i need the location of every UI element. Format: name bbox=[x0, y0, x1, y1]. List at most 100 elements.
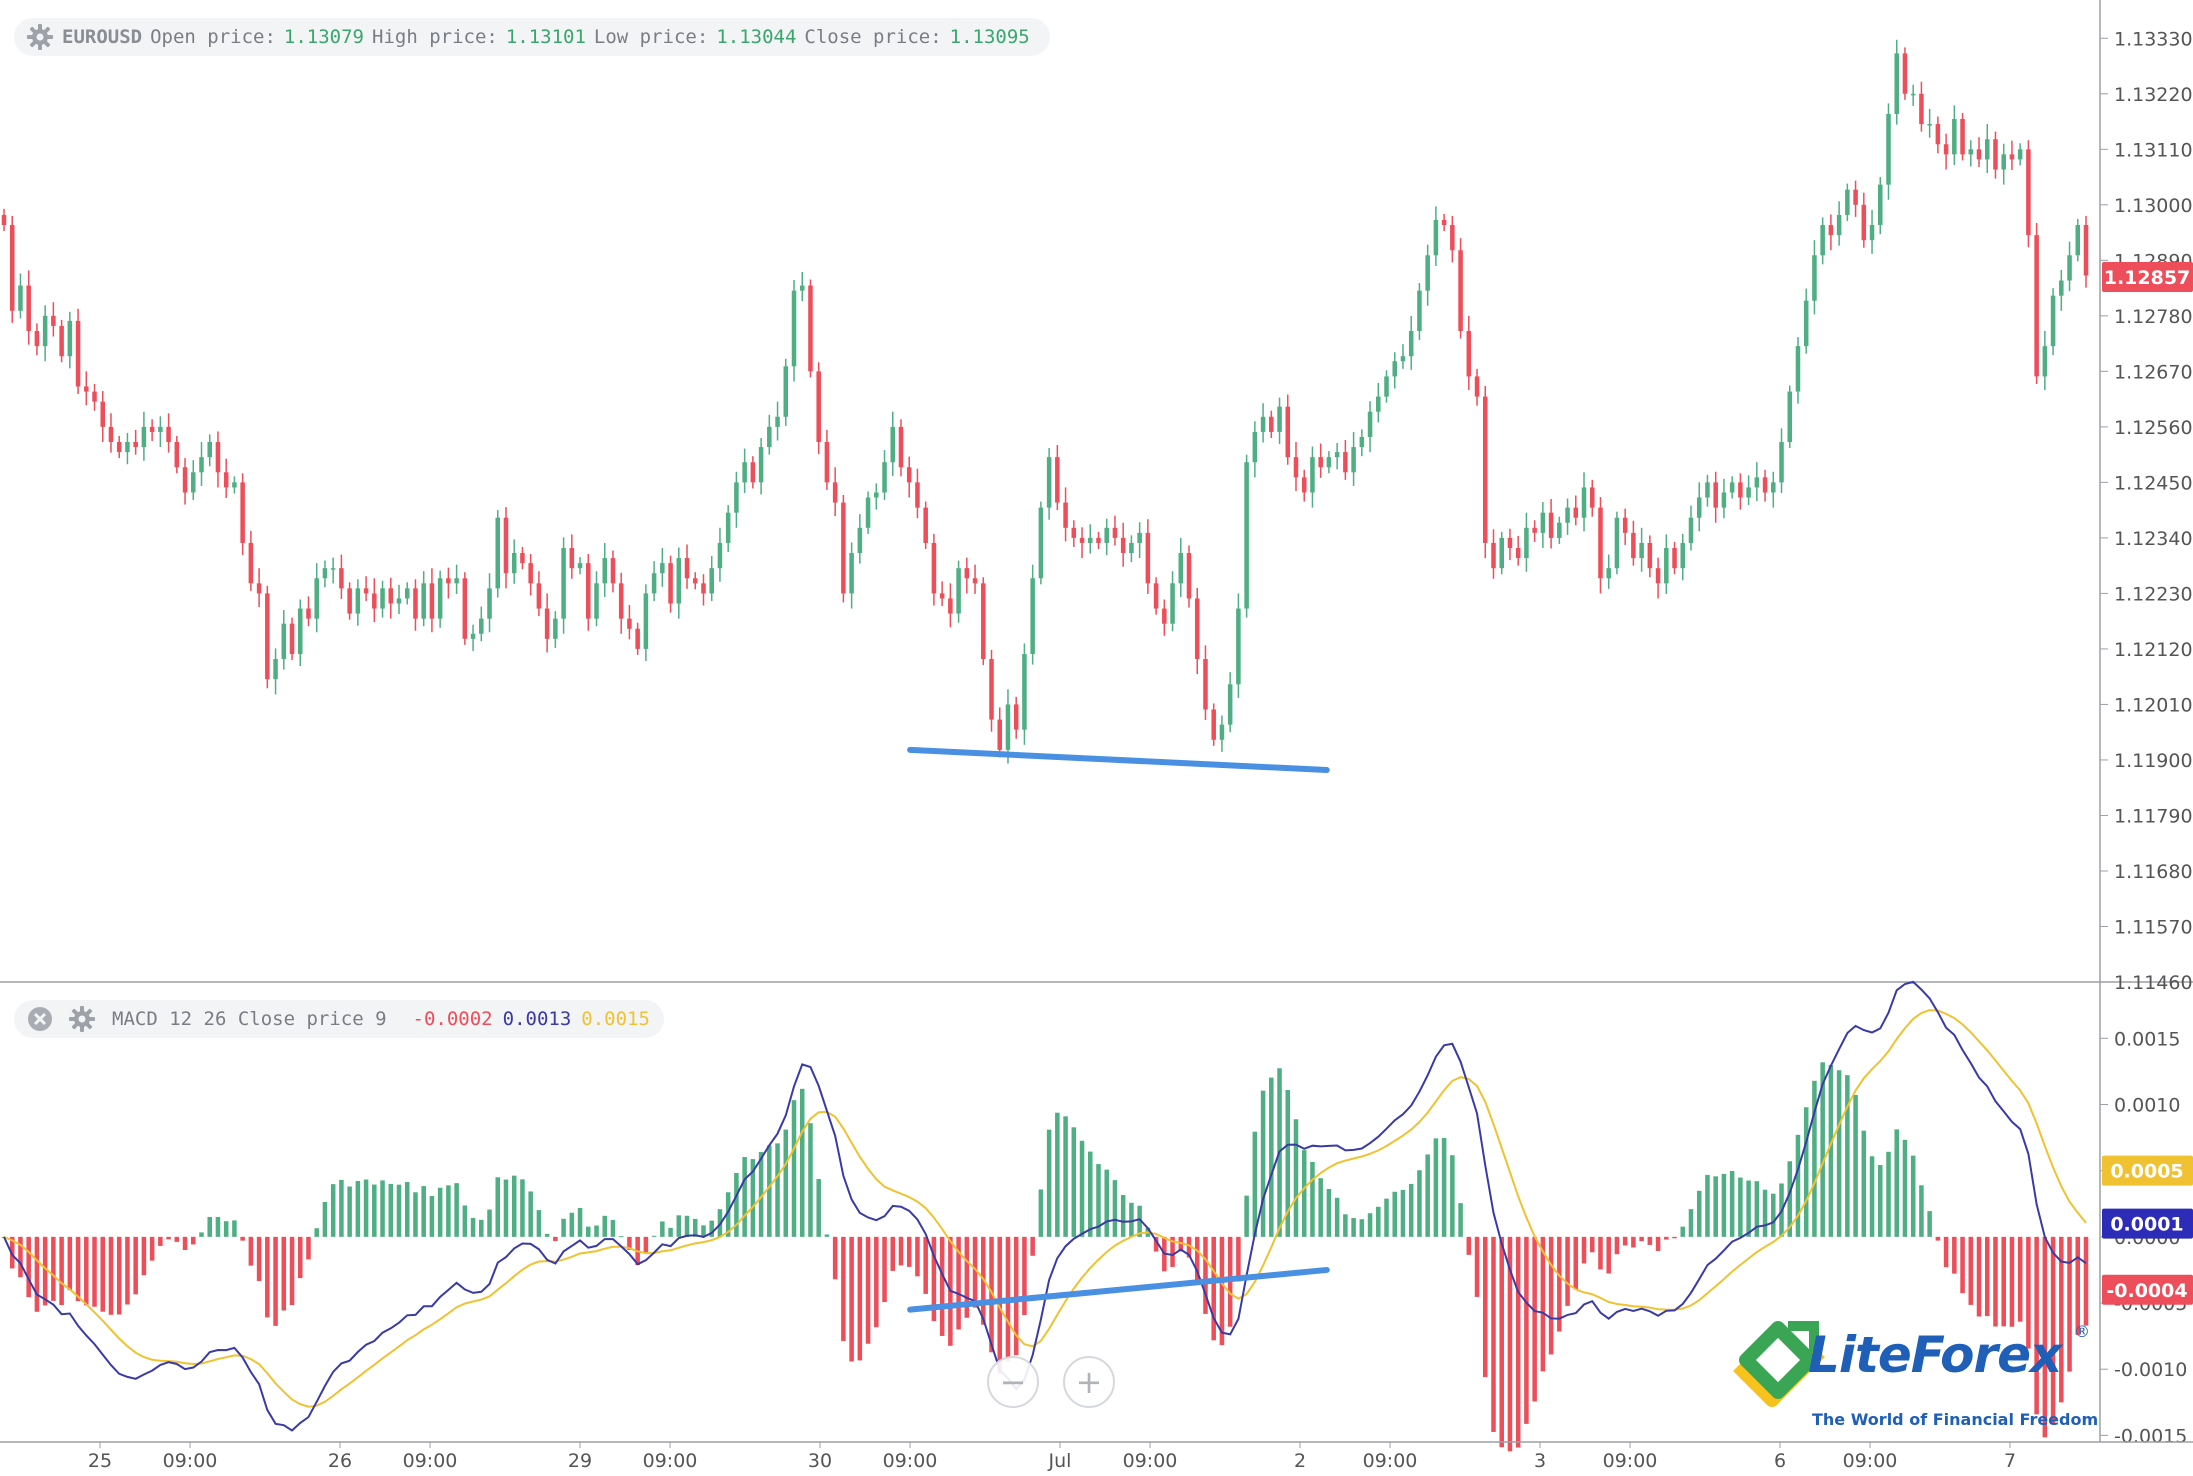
price-tick-label: 1.11900 bbox=[2114, 750, 2193, 772]
candle-body bbox=[1993, 139, 1998, 170]
candle-body bbox=[1055, 457, 1060, 503]
candle-body bbox=[215, 442, 221, 473]
macd-histogram-bar bbox=[314, 1228, 319, 1237]
macd-histogram-bar bbox=[446, 1185, 451, 1237]
macd-histogram-bar bbox=[191, 1236, 196, 1245]
macd-histogram-bar bbox=[1812, 1080, 1817, 1237]
candle-body bbox=[191, 472, 196, 493]
macd-histogram-bar bbox=[1425, 1154, 1430, 1237]
candle-body bbox=[1532, 527, 1537, 533]
candle-body bbox=[1565, 507, 1570, 523]
macd-histogram-bar bbox=[1927, 1211, 1932, 1237]
candle-body bbox=[1252, 431, 1258, 463]
macd-histogram-bar bbox=[725, 1192, 731, 1237]
macd-histogram-bar bbox=[1236, 1236, 1241, 1282]
candle-body bbox=[1705, 482, 1710, 498]
macd-histogram-bar bbox=[2042, 1236, 2048, 1438]
macd-histogram-bar bbox=[1573, 1236, 1579, 1289]
candle-body bbox=[1194, 598, 1200, 660]
candle-body bbox=[602, 558, 607, 584]
macd-histogram-bar bbox=[108, 1236, 114, 1315]
settings-gear-icon[interactable] bbox=[26, 23, 54, 51]
candle-body bbox=[1491, 542, 1496, 569]
macd-histogram-bar bbox=[1820, 1062, 1825, 1237]
macd-histogram-bar bbox=[158, 1236, 163, 1246]
candle-body bbox=[1046, 457, 1052, 508]
candle-body bbox=[281, 623, 287, 660]
macd-histogram-bar bbox=[857, 1236, 863, 1361]
macd-histogram-bar bbox=[750, 1159, 756, 1237]
candle-body bbox=[26, 285, 31, 331]
candle-body bbox=[330, 568, 336, 570]
candle-body bbox=[265, 593, 270, 680]
macd-histogram-bar bbox=[404, 1182, 410, 1237]
candle-body bbox=[1186, 553, 1192, 599]
candle-body bbox=[660, 563, 665, 574]
macd-histogram-bar bbox=[1902, 1139, 1908, 1237]
candle-body bbox=[956, 568, 961, 614]
zoom-out-button[interactable]: − bbox=[987, 1356, 1039, 1408]
candle-body bbox=[775, 416, 780, 427]
candle-body bbox=[2059, 280, 2064, 296]
indicator-settings-gear-icon[interactable] bbox=[68, 1005, 96, 1033]
macd-histogram-bar bbox=[1343, 1214, 1348, 1237]
macd-histogram-bar bbox=[758, 1152, 764, 1237]
logo-wordmark: LiteForex bbox=[1808, 1326, 2062, 1384]
macd-histogram-bar bbox=[1878, 1165, 1883, 1237]
candle-body bbox=[1787, 391, 1793, 443]
macd-histogram-bar bbox=[125, 1236, 130, 1305]
candle-body bbox=[536, 583, 542, 609]
candle-body bbox=[1079, 537, 1085, 543]
candle-body bbox=[2017, 149, 2023, 160]
time-tick-label: 09:00 bbox=[1843, 1450, 1898, 1472]
candle-body bbox=[149, 426, 155, 432]
candle-body bbox=[1746, 487, 1751, 498]
macd-histogram-bar bbox=[1738, 1177, 1743, 1237]
candle-body bbox=[1293, 457, 1299, 478]
macd-histogram-bar bbox=[1491, 1236, 1496, 1432]
macd-histogram-bar bbox=[1771, 1193, 1776, 1237]
macd-tick-label: -0.0010 bbox=[2114, 1359, 2187, 1381]
candle-body bbox=[1022, 653, 1027, 730]
low-label: Low price: bbox=[593, 26, 709, 48]
close-indicator-icon[interactable] bbox=[26, 1005, 54, 1033]
close-label: Close price: bbox=[804, 26, 942, 48]
candle-body bbox=[1721, 492, 1727, 508]
macd-histogram-bar bbox=[429, 1196, 435, 1237]
macd-histogram-bar bbox=[701, 1225, 706, 1237]
candle-body bbox=[997, 719, 1003, 750]
zoom-in-button[interactable]: + bbox=[1063, 1356, 1115, 1408]
macd-histogram-bar bbox=[799, 1088, 805, 1237]
macd-histogram-bar bbox=[906, 1236, 912, 1267]
price-tick-label: 1.12780 bbox=[2114, 306, 2193, 328]
candle-body bbox=[1433, 219, 1439, 256]
macd-histogram-bar bbox=[1178, 1236, 1184, 1252]
candle-body bbox=[355, 588, 361, 614]
candle-body bbox=[404, 588, 410, 599]
macd-histogram-bar bbox=[26, 1236, 31, 1298]
candle-body bbox=[199, 457, 204, 473]
macd-histogram-bar bbox=[1334, 1197, 1340, 1237]
candle-body bbox=[1968, 149, 1974, 155]
time-tick-label: 09:00 bbox=[1123, 1450, 1178, 1472]
macd-histogram-bar bbox=[1022, 1236, 1027, 1316]
minus-icon: − bbox=[999, 1363, 1027, 1401]
macd-histogram-bar bbox=[1672, 1236, 1677, 1239]
macd-histogram-bar bbox=[454, 1183, 459, 1237]
candle-body bbox=[2042, 346, 2048, 377]
candle-body bbox=[125, 442, 130, 453]
candle-body bbox=[67, 320, 73, 357]
macd-histogram-bar bbox=[495, 1177, 501, 1237]
macd-histogram-bar bbox=[1408, 1183, 1414, 1237]
high-value: 1.13101 bbox=[505, 26, 586, 48]
macd-histogram-bar bbox=[668, 1227, 673, 1237]
candle-body bbox=[240, 482, 245, 543]
macd-histogram-bar bbox=[511, 1175, 517, 1237]
candle-body bbox=[1820, 225, 1825, 256]
time-tick-label: 3 bbox=[1534, 1450, 1546, 1472]
candle-body bbox=[1162, 608, 1167, 624]
candle-body bbox=[314, 578, 319, 619]
candle-body bbox=[34, 330, 40, 347]
candle-body bbox=[1425, 255, 1430, 291]
